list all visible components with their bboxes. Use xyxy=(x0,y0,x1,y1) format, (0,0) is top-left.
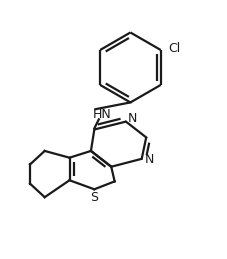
Text: N: N xyxy=(128,112,137,125)
Text: S: S xyxy=(90,191,98,204)
Text: Cl: Cl xyxy=(169,42,181,55)
Text: N: N xyxy=(144,153,154,167)
Text: HN: HN xyxy=(93,108,112,121)
